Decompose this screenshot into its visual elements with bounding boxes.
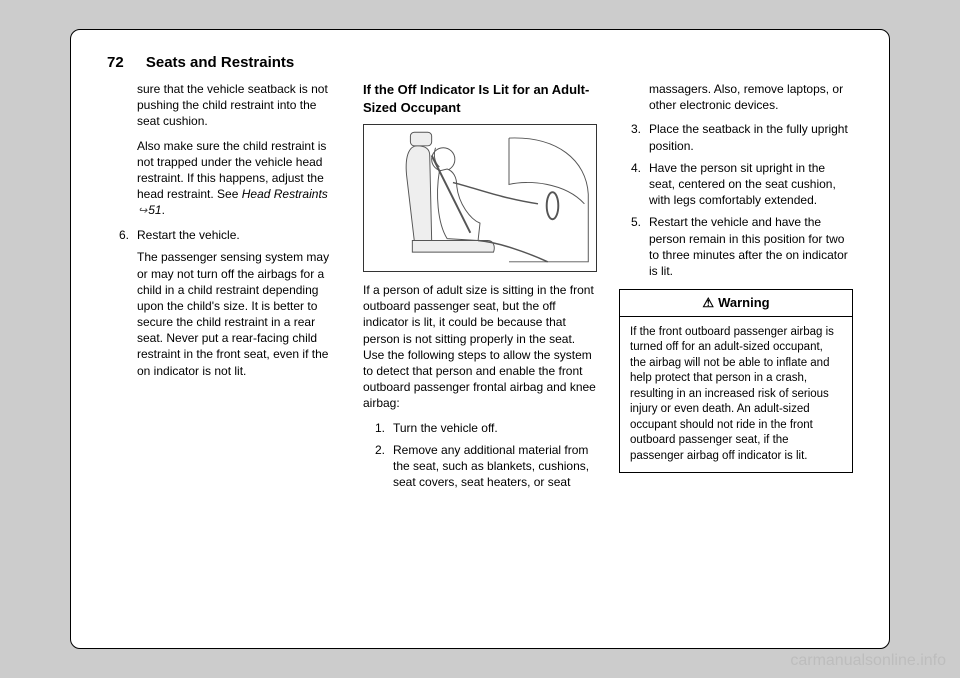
step-text: Remove any additional material from the … (393, 442, 597, 491)
warning-heading: ⚠Warning (620, 290, 852, 317)
subheading-off-indicator: If the Off Indicator Is Lit for an Adult… (363, 81, 597, 116)
step-number: 5. (619, 214, 649, 279)
warning-icon: ⚠ (702, 295, 714, 310)
section-title: Seats and Restraints (146, 54, 294, 71)
step-number: 6. (107, 227, 137, 243)
adult-occupant-intro: If a person of adult size is sitting in … (363, 282, 597, 412)
content-columns: sure that the vehicle seatback is not pu… (107, 81, 853, 621)
warning-body: If the front outboard passenger airbag i… (620, 317, 852, 473)
xref-icon: ↪ (138, 204, 147, 219)
warning-box: ⚠Warning If the front outboard passenger… (619, 289, 853, 473)
note-head-restraint: Also make sure the child restraint is no… (107, 138, 341, 220)
step-number: 4. (619, 160, 649, 209)
step-2-continued: massagers. Also, remove laptops, or othe… (619, 81, 853, 113)
column-3: massagers. Also, remove laptops, or othe… (619, 81, 853, 621)
column-1: sure that the vehicle seatback is not pu… (107, 81, 341, 621)
step-number: 2. (363, 442, 393, 491)
step-text: Restart the vehicle and have the person … (649, 214, 853, 279)
step-6: 6. Restart the vehicle. (107, 227, 341, 243)
watermark: carmanualsonline.info (790, 652, 946, 670)
step-1: 1. Turn the vehicle off. (363, 420, 597, 436)
step-2: 2. Remove any additional material from t… (363, 442, 597, 491)
step-number: 3. (619, 121, 649, 153)
step-text: Place the seatback in the fully upright … (649, 121, 853, 153)
step-text: Turn the vehicle off. (393, 420, 597, 436)
step-5: 5. Restart the vehicle and have the pers… (619, 214, 853, 279)
page-number: 72 (107, 54, 124, 71)
step-text: Have the person sit upright in the seat,… (649, 160, 853, 209)
page-header: 72 Seats and Restraints (107, 54, 853, 71)
step-3: 3. Place the seatback in the fully uprig… (619, 121, 853, 153)
column-2: If the Off Indicator Is Lit for an Adult… (363, 81, 597, 621)
continued-text: sure that the vehicle seatback is not pu… (107, 81, 341, 130)
step-number: 1. (363, 420, 393, 436)
seat-illustration (363, 124, 597, 272)
step-text: Restart the vehicle. (137, 227, 341, 243)
page-wrapper: 72 Seats and Restraints sure that the ve… (0, 0, 960, 678)
manual-page: 72 Seats and Restraints sure that the ve… (70, 29, 890, 649)
sensing-system-note: The passenger sensing system may or may … (107, 249, 341, 379)
step-4: 4. Have the person sit upright in the se… (619, 160, 853, 209)
